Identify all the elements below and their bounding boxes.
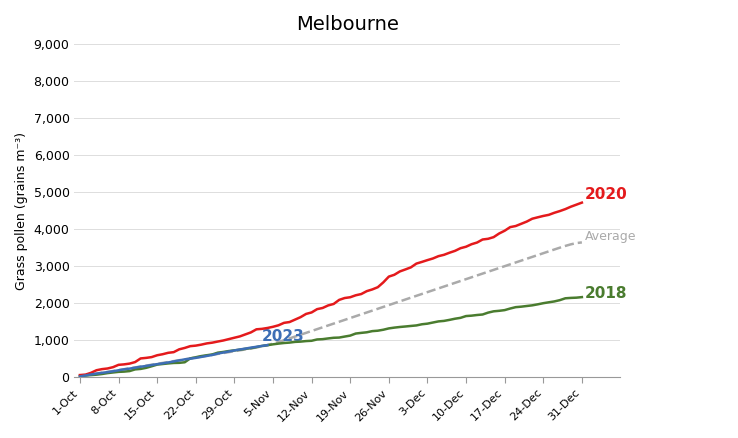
Text: 2020: 2020: [584, 187, 627, 202]
Title: Melbourne: Melbourne: [296, 15, 399, 34]
Text: Average: Average: [584, 230, 636, 243]
Text: 2023: 2023: [262, 329, 305, 344]
Text: 2018: 2018: [584, 286, 627, 300]
Y-axis label: Grass pollen (grains m⁻³): Grass pollen (grains m⁻³): [15, 131, 28, 290]
